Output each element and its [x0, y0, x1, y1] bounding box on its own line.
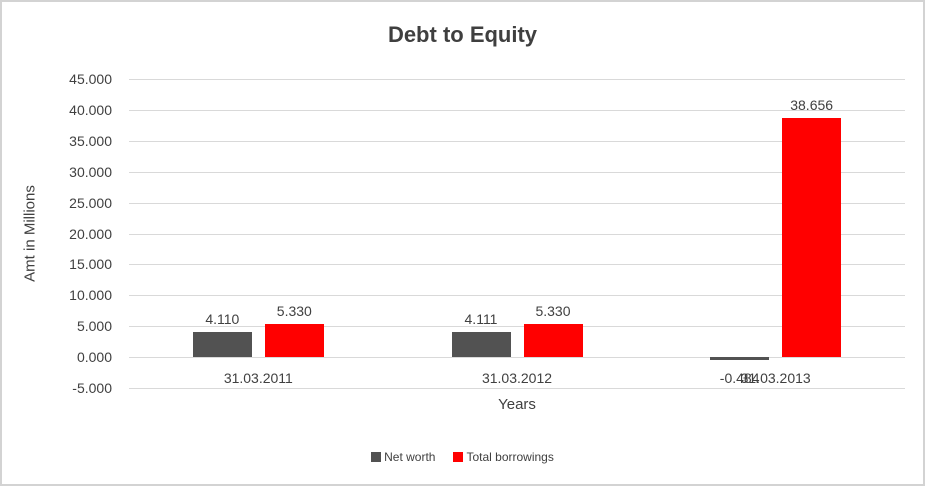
gridline [129, 233, 905, 235]
bar-net-worth [451, 331, 511, 358]
bar-net-worth [192, 331, 252, 358]
gridline [129, 388, 905, 389]
x-axis-category-label: 31.03.2012 [481, 370, 553, 386]
x-axis-title: Years [498, 396, 536, 413]
y-axis-tick-label: 15.000 [69, 256, 112, 273]
legend: Net worth Total borrowings [2, 450, 923, 464]
x-axis-category-label: 31.03.2013 [740, 370, 811, 386]
legend-label: Total borrowings [466, 450, 554, 464]
y-axis-tick-label: 30.000 [69, 163, 112, 180]
data-label: -0.484 [719, 370, 760, 387]
legend-swatch-icon [453, 452, 464, 462]
gridline [129, 264, 905, 266]
y-axis-tick-label: 5.000 [76, 318, 112, 335]
gridline [129, 140, 905, 142]
bar-total-borrowings [523, 324, 583, 358]
data-label: 5.330 [276, 303, 312, 320]
legend-swatch-icon [371, 452, 382, 462]
gridline [129, 295, 905, 297]
bar-total-borrowings [264, 324, 324, 358]
x-axis-category-label: 31.03.2011 [223, 370, 293, 386]
gridline [129, 79, 905, 80]
gridline [129, 171, 905, 173]
gridline [129, 109, 905, 111]
legend-item-total-borrowings: Total borrowings [453, 450, 554, 464]
bar-total-borrowings [782, 118, 842, 358]
chart-title: Debt to Equity [387, 22, 538, 47]
legend-label: Net worth [384, 450, 436, 464]
y-axis-tick-label: -5.000 [72, 380, 112, 396]
y-axis-tick-label: 0.000 [76, 349, 112, 366]
data-label: 4.110 [205, 310, 240, 327]
gridline [129, 357, 905, 359]
y-axis-tick-label: 10.000 [69, 287, 112, 304]
y-axis-tick-label: 40.000 [69, 101, 112, 118]
gridline [129, 326, 905, 328]
data-label: 4.111 [464, 310, 498, 327]
data-label: 5.330 [535, 303, 571, 320]
y-axis-tick-label: 35.000 [69, 132, 112, 149]
y-axis-tick-label: 20.000 [69, 225, 112, 242]
bar-net-worth [710, 357, 770, 361]
data-label: 38.656 [790, 97, 834, 114]
y-axis-tick-label: 25.000 [69, 194, 112, 211]
gridline [129, 202, 905, 204]
legend-item-net-worth: Net worth [371, 450, 435, 464]
y-axis-tick-label: 45.000 [69, 71, 112, 87]
